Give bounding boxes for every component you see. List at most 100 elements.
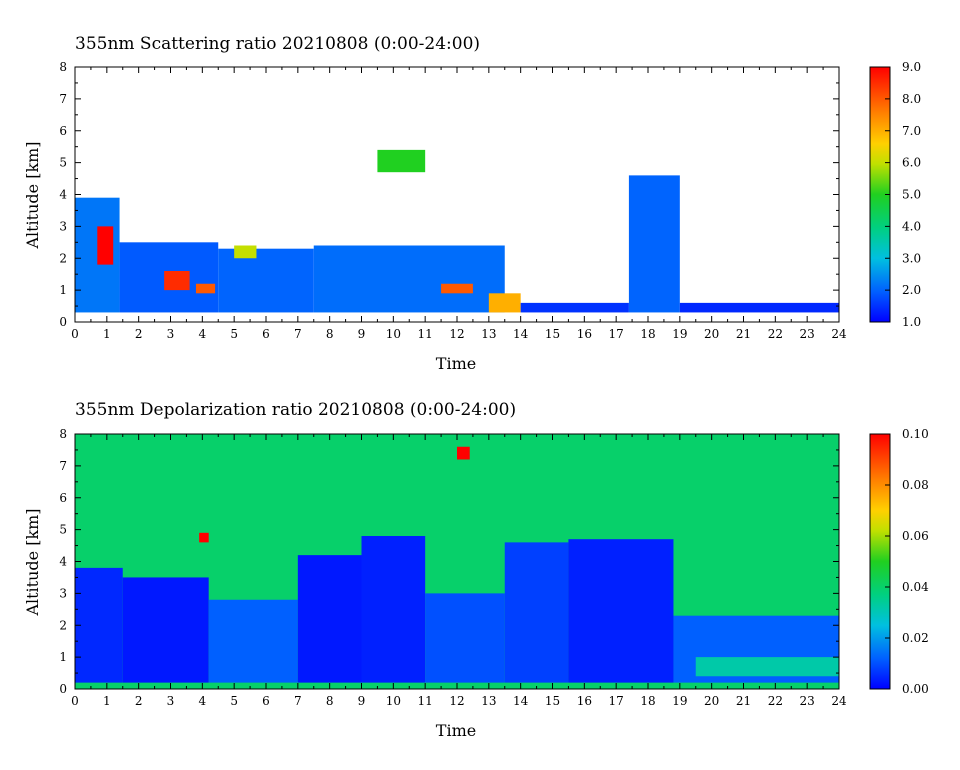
colorbar-tick-label: 2.0 [902,283,921,297]
heatmap-cell [199,532,209,543]
y-tick-label: 2 [59,618,67,632]
y-tick-label: 3 [59,586,67,600]
heatmap-cell [568,539,674,683]
x-axis-label: Time [436,354,476,373]
y-tick-label: 4 [59,555,67,569]
x-tick-label: 21 [736,694,751,708]
x-tick-label: 13 [481,327,496,341]
x-tick-label: 1 [103,327,111,341]
depolarization-ratio-colorbar: 0.00 0.02 0.04 0.06 0.08 0.10 [869,427,929,696]
depolarization-ratio-panel: 355nm Depolarization ratio 20210808 (0:0… [23,400,929,740]
colorbar-tick-label: 0.06 [902,529,929,543]
x-tick-label: 5 [230,327,238,341]
depolarization-ratio-plot-area: 0 1 2 3 4 5 6 7 8 9 10 11 12 13 14 15 16 17 18 19 20 21 22 23 24… [59,427,847,708]
y-tick-label: 8 [59,427,67,441]
heatmap-cell [520,302,629,313]
heatmap-cell [313,245,505,313]
heatmap-cell [425,593,505,683]
x-tick-label: 7 [294,327,302,341]
heatmap-cell [488,293,521,313]
x-tick-label: 9 [358,327,366,341]
y-tick-label: 0 [59,682,67,696]
x-tick-label: 16 [577,694,592,708]
x-tick-label: 12 [449,694,464,708]
x-tick-label: 12 [449,327,464,341]
x-tick-label: 9 [358,694,366,708]
x-axis-label: Time [436,721,476,740]
x-tick-label: 1 [103,694,111,708]
x-tick-label: 21 [736,327,751,341]
heatmap-cell [208,599,298,683]
x-tick-label: 17 [609,327,624,341]
x-tick-label: 14 [513,327,529,341]
colorbar-tick-label: 0.02 [902,631,929,645]
heatmap-cell [218,248,314,313]
y-tick-label: 7 [59,92,67,106]
y-tick-label: 4 [59,188,67,202]
scattering-ratio-plot-area: 0 1 2 3 4 5 6 7 8 9 10 11 12 13 14 15 16 17 18 19 20 21 22 23 24… [59,60,847,341]
y-tick-label: 6 [59,124,67,138]
x-tick-label: 19 [672,694,687,708]
colorbar-tick-label: 8.0 [902,92,921,106]
y-tick-label: 7 [59,459,67,473]
x-tick-label: 18 [640,327,655,341]
x-tick-label: 8 [326,327,334,341]
colorbar-tick-label: 7.0 [902,124,921,138]
x-tick-label: 10 [386,327,401,341]
colorbar-tick-label: 0.04 [902,580,929,594]
chart-title: 355nm Scattering ratio 20210808 (0:00-24… [75,34,480,54]
chart-title: 355nm Depolarization ratio 20210808 (0:0… [75,400,516,420]
colorbar-tick-label: 5.0 [902,188,921,202]
heatmap-cell [164,271,190,291]
x-tick-label: 3 [167,327,175,341]
heatmap-cell [504,542,569,683]
heatmap-cell [695,657,839,677]
y-tick-label: 8 [59,60,67,74]
x-tick-label: 6 [262,327,270,341]
scattering-ratio-panel: 355nm Scattering ratio 20210808 (0:00-24… [23,34,921,373]
colorbar-tick-label: 0.10 [902,427,929,441]
x-tick-label: 13 [481,694,496,708]
x-tick-label: 22 [768,327,783,341]
x-tick-label: 6 [262,694,270,708]
x-tick-label: 23 [800,694,815,708]
x-tick-label: 11 [418,327,433,341]
y-tick-label: 6 [59,491,67,505]
x-tick-label: 24 [831,694,847,708]
x-tick-label: 20 [704,327,719,341]
x-tick-label: 4 [199,694,207,708]
scattering-ratio-colorbar: 1.0 2.0 3.0 4.0 5.0 6.0 7.0 8.0 9.0 [869,60,921,329]
x-tick-label: 23 [800,327,815,341]
heatmap-cell [377,149,426,173]
x-tick-label: 0 [71,327,79,341]
x-tick-label: 15 [545,327,560,341]
y-axis-label: Altitude [km] [23,508,42,616]
x-tick-label: 2 [135,694,143,708]
heatmap-cell [234,245,257,259]
colorbar-tick-label: 0.08 [902,478,929,492]
heatmap-cell [122,577,209,683]
x-tick-label: 16 [577,327,592,341]
heatmap-cell [361,536,426,683]
colorbar-gradient [869,433,891,690]
y-tick-label: 1 [59,283,67,297]
x-tick-label: 5 [230,694,238,708]
x-tick-label: 4 [199,327,207,341]
heatmap-cell [679,302,839,313]
x-tick-label: 3 [167,694,175,708]
y-tick-label: 2 [59,251,67,265]
colorbar-tick-label: 1.0 [902,315,921,329]
heatmap-cell [195,283,216,294]
x-tick-label: 15 [545,694,560,708]
heatmap-cell [75,567,123,683]
y-tick-label: 5 [59,156,67,170]
x-tick-label: 7 [294,694,302,708]
y-tick-label: 3 [59,219,67,233]
x-tick-label: 11 [418,694,433,708]
heatmap-cell [297,555,362,683]
x-tick-label: 17 [609,694,624,708]
x-tick-label: 14 [513,694,529,708]
x-tick-label: 19 [672,327,687,341]
y-tick-label: 1 [59,650,67,664]
